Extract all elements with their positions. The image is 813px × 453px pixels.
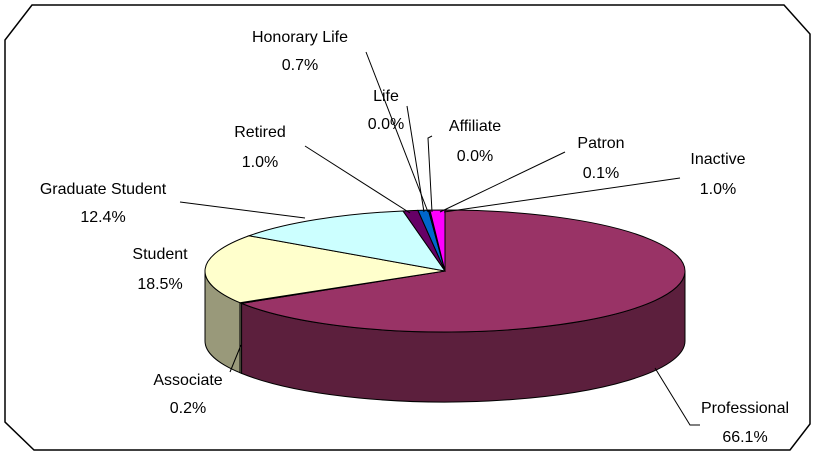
- slice-label: Student: [132, 246, 188, 263]
- pie-slice: [247, 210, 447, 272]
- leader-line: [427, 135, 433, 213]
- leader-line: [365, 51, 429, 213]
- leader-line: [179, 201, 306, 219]
- slice-label: Professional: [701, 400, 789, 417]
- slice-value-label: 0.0%: [457, 148, 493, 165]
- slice-value-label: 1.0%: [700, 181, 736, 198]
- leader-line: [439, 151, 566, 213]
- slice-value-label: 66.1%: [722, 429, 767, 446]
- slice-label: Honorary Life: [252, 29, 348, 46]
- leader-line: [229, 344, 242, 373]
- slice-value-label: 0.0%: [368, 116, 404, 133]
- slice-value-label: 0.2%: [170, 400, 206, 417]
- slice-label: Retired: [234, 124, 286, 141]
- leader-line: [304, 145, 411, 214]
- slice-label: Patron: [577, 135, 624, 152]
- pie-slice: [204, 235, 446, 374]
- slice-value-label: 1.0%: [242, 154, 278, 171]
- pie-slice: [239, 209, 686, 403]
- slice-value-label: 18.5%: [137, 276, 182, 293]
- leader-line: [654, 367, 700, 426]
- slice-top: [239, 209, 686, 333]
- slice-value-label: 0.7%: [282, 57, 318, 74]
- slice-label: Graduate Student: [40, 181, 167, 198]
- leader-line: [443, 177, 681, 213]
- slice-label: Life: [373, 88, 399, 105]
- slice-label: Associate: [153, 372, 222, 389]
- slice-label: Affiliate: [449, 118, 501, 135]
- slice-top: [247, 210, 447, 272]
- slice-value-label: 12.4%: [80, 209, 125, 226]
- slice-value-label: 0.1%: [583, 165, 619, 182]
- slice-label: Inactive: [690, 151, 745, 168]
- slice-top: [204, 235, 446, 304]
